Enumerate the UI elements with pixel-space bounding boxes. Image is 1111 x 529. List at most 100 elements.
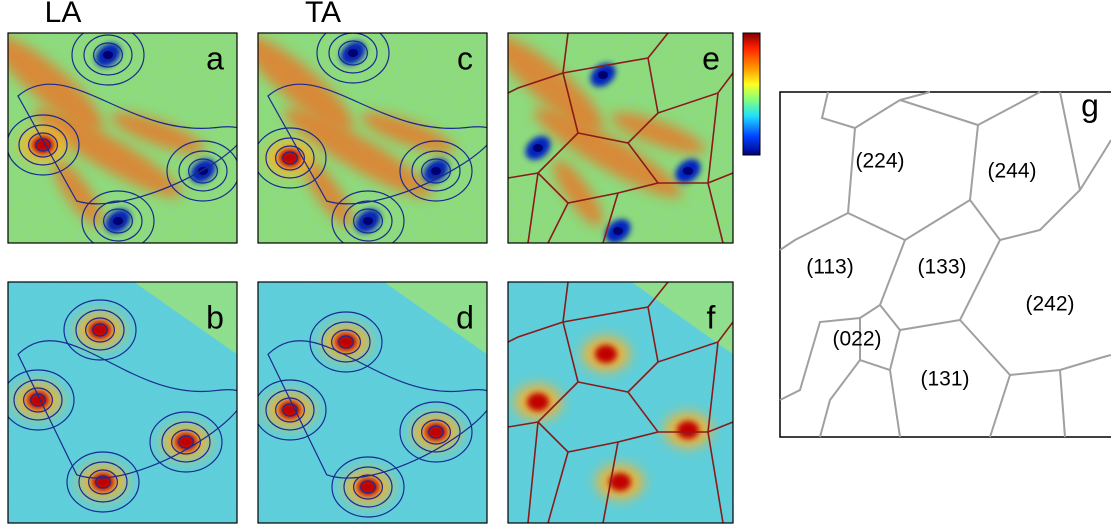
intensity-streak [110,112,206,154]
boundary-line [627,341,719,433]
region-label: (131) [920,368,969,391]
contour-line [411,150,461,192]
contour-line [343,466,393,508]
intensity-peak [527,393,549,411]
intensity-dip-core [348,49,358,57]
contour-line [178,435,194,449]
contour-line [360,214,376,228]
contour-line [265,137,315,179]
panel-frame [507,281,734,524]
boundary-line [508,282,569,343]
intensity-dip-core [431,167,441,175]
panel-label: c [457,40,473,76]
intensity-streak [283,108,433,198]
contour-line [275,397,305,423]
map [508,33,733,243]
intensity-streak [508,35,603,131]
contour-line [345,46,361,60]
contour-line [282,151,298,165]
panel-label: b [206,299,224,335]
contour-line [87,469,118,495]
map-panel: e [507,32,734,244]
contour-line [17,83,237,205]
contour-line [316,33,390,84]
contour-line [337,40,368,66]
contour-line [428,164,444,178]
map-panel: c [257,32,488,244]
contour-line [421,419,452,445]
intensity-streak [360,112,456,154]
contour-line [267,83,487,205]
boundary-line [562,72,659,144]
contour-line [66,451,140,513]
intensity-dip-core [683,167,693,175]
contour-line [8,114,80,176]
panel-frame [7,281,238,524]
intensity-streak [258,35,353,131]
map-panel: b [7,281,238,524]
contour-line [258,379,327,441]
panel-frame [507,32,734,244]
region-label: (224) [855,150,904,173]
intensity-streak [553,159,603,227]
contour-line [330,329,361,355]
intensity-streak [53,159,103,227]
boundary-line [562,321,659,393]
boundary-line [508,33,569,94]
contour-line [338,335,354,349]
map [508,282,733,523]
intensity-peak [595,345,617,363]
contour-line [63,299,137,361]
contour-line [343,200,393,242]
contour-line [23,387,53,413]
contour-line [84,317,115,343]
panel-frame [257,281,488,524]
contour-line [78,461,128,503]
contour-line [17,340,237,479]
map [8,282,237,523]
contour-line [75,309,125,351]
intensity-streak [610,112,706,154]
contour-line [110,214,126,228]
intensity-dip-core [598,71,608,79]
intensity-dip-core [613,227,623,235]
intensity-peak [677,421,699,439]
boundary-line [547,202,569,243]
contour-line [328,33,378,74]
contour-line [399,140,473,202]
intensity-dip-core [533,144,543,152]
map [258,282,487,523]
map-panel: d [257,281,488,524]
contour-line [13,379,63,421]
contour-line [331,190,405,243]
boundary-line [707,182,724,243]
contour-line [71,33,145,86]
contours [258,33,487,243]
boundary-line [647,306,733,364]
contour-line [161,421,211,463]
contour-line [352,208,383,234]
contour-line [93,200,143,242]
region-label: (022) [832,328,881,351]
map-corner [383,282,487,355]
boundary-line [707,431,724,523]
intensity-streak [8,35,103,131]
region-label: (133) [917,256,966,279]
panel-g: g (224) (244) (113) (133) (242) (022) (1… [779,87,1111,438]
column-header: TA [305,0,341,29]
column-header: LA [45,0,82,29]
intensity-dip-core [113,217,123,225]
contour-line [352,474,383,500]
contours [8,299,237,513]
contour-line [321,321,371,363]
contour-line [149,411,223,473]
contour-line [275,145,305,171]
contours [8,33,237,243]
boundary-line [707,172,733,184]
panel-label: a [206,40,224,76]
region-label: (244) [987,160,1036,183]
boundary-line [602,192,619,243]
intensity-streak [533,108,683,198]
boundary-line [647,57,733,115]
